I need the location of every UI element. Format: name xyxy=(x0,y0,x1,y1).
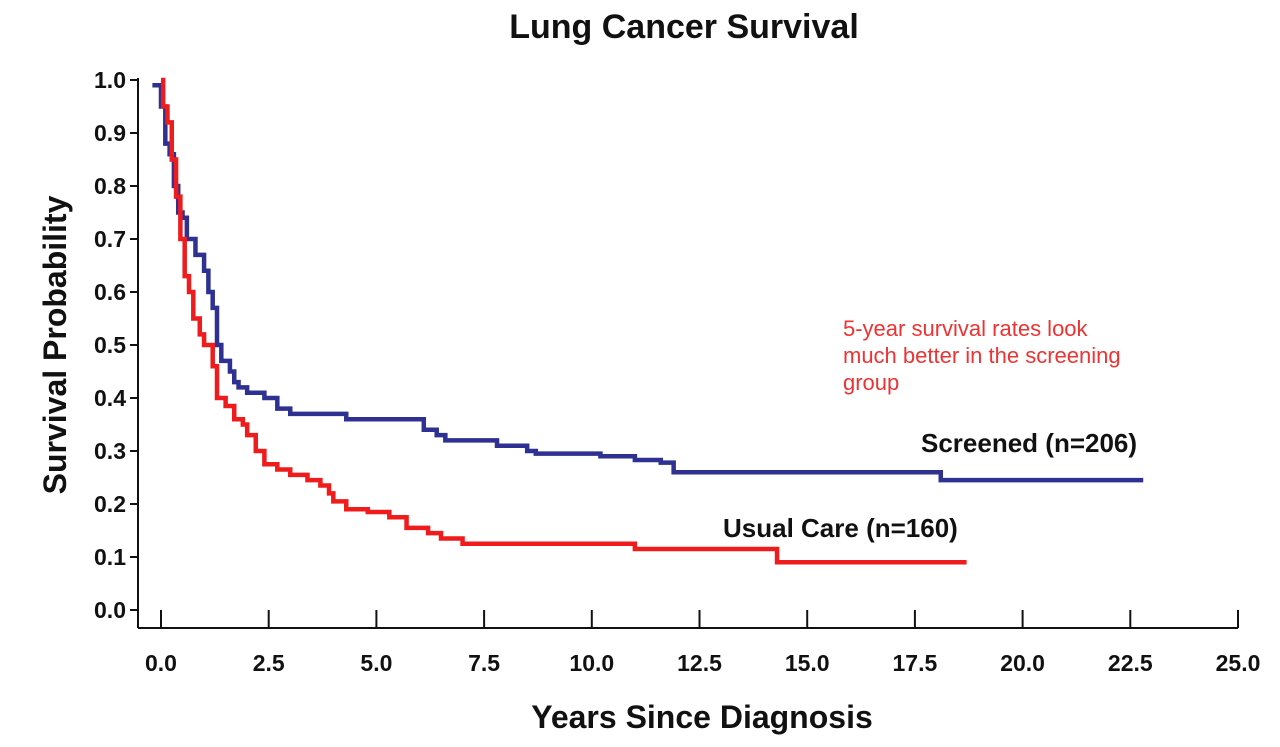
x-tick-label: 15.0 xyxy=(785,650,830,676)
annotation-line-1: 5-year survival rates look xyxy=(843,316,1089,341)
x-tick-label: 25.0 xyxy=(1216,650,1261,676)
y-tick-label: 0.7 xyxy=(94,226,126,252)
series-label-usual-care: Usual Care (n=160) xyxy=(723,513,958,543)
chart-title: Lung Cancer Survival xyxy=(509,8,859,46)
annotation-line-2: much better in the screening xyxy=(843,343,1121,368)
y-tick-label: 1.0 xyxy=(94,67,126,93)
y-axis-label: Survival Probability xyxy=(37,195,73,494)
y-tick-label: 0.5 xyxy=(94,332,126,358)
plot-area: 0.0 0.1 0.2 0.3 0.4 0.5 0.6 0.7 0.8 0.9 1.0 0.0 2.5… xyxy=(94,67,1260,676)
x-tick-label: 5.0 xyxy=(360,650,392,676)
x-axis-label: Years Since Diagnosis xyxy=(531,699,873,735)
y-tick-label: 0.0 xyxy=(94,597,126,623)
y-tick-label: 0.8 xyxy=(94,173,126,199)
x-tick-label: 17.5 xyxy=(893,650,938,676)
series-group xyxy=(152,77,1144,565)
y-tick-label: 0.2 xyxy=(94,491,126,517)
series-line-screened xyxy=(152,83,1144,483)
x-axis-ticks: 0.0 2.5 5.0 7.5 10.0 12.5 15.0 17.5 20.0 22.5 25.0 xyxy=(145,610,1260,676)
y-axis-ticks: 0.0 0.1 0.2 0.3 0.4 0.5 0.6 0.7 0.8 0.9 1.0 xyxy=(94,67,138,623)
y-tick-label: 0.1 xyxy=(94,544,126,570)
y-tick-label: 0.4 xyxy=(94,385,126,411)
y-tick-label: 0.6 xyxy=(94,279,126,305)
annotation-line-3: group xyxy=(843,370,899,395)
series-label-screened: Screened (n=206) xyxy=(921,428,1137,458)
x-tick-label: 22.5 xyxy=(1108,650,1153,676)
y-tick-label: 0.9 xyxy=(94,120,126,146)
x-tick-label: 0.0 xyxy=(145,650,177,676)
y-tick-label: 0.3 xyxy=(94,438,126,464)
annotation-text: 5-year survival rates look much better i… xyxy=(843,316,1127,395)
x-tick-label: 10.0 xyxy=(569,650,614,676)
x-tick-label: 7.5 xyxy=(468,650,500,676)
x-tick-label: 20.0 xyxy=(1000,650,1045,676)
x-tick-label: 12.5 xyxy=(677,650,722,676)
series-line-usual-care xyxy=(160,77,967,565)
x-tick-label: 2.5 xyxy=(253,650,285,676)
